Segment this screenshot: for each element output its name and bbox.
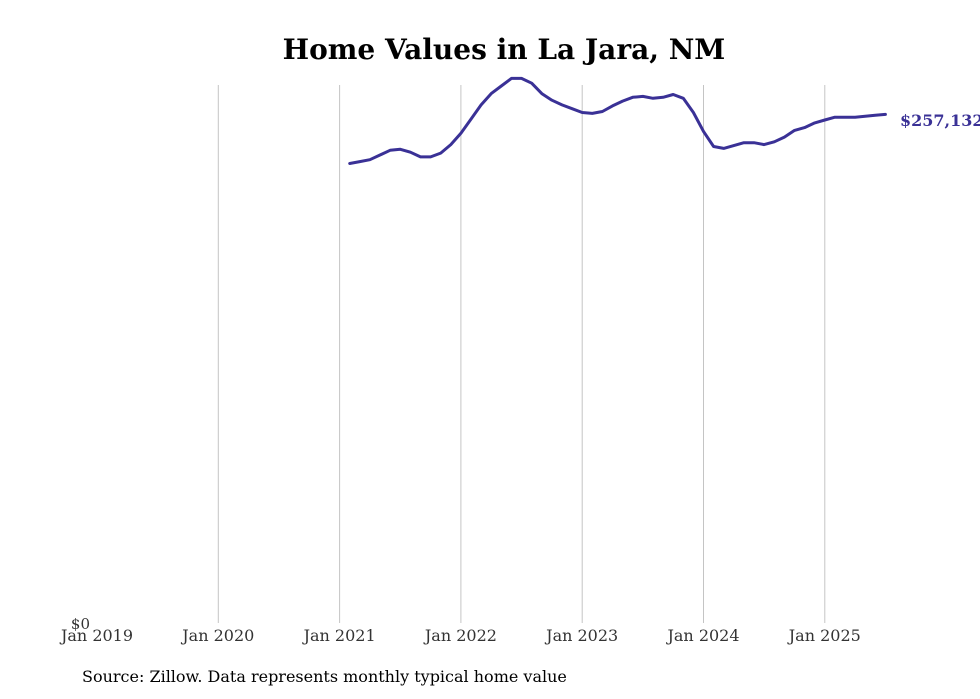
x-tick-label: Jan 2022: [423, 626, 497, 645]
source-note: Source: Zillow. Data represents monthly …: [82, 667, 567, 686]
x-tick-label: Jan 2020: [180, 626, 254, 645]
x-tick-label: Jan 2024: [665, 626, 739, 645]
x-tick-label: Jan 2021: [302, 626, 376, 645]
y-tick-label: $0: [71, 615, 90, 633]
end-value-label: $257,132: [900, 111, 980, 130]
x-axis-tick-labels: Jan 2019 Jan 2020 Jan 2021 Jan 2022 Jan 2023…: [59, 626, 861, 645]
x-tick-label: Jan 2025: [787, 626, 861, 645]
series-line-home-value: [348, 76, 887, 165]
x-tick-label: Jan 2019: [59, 626, 133, 645]
x-tick-label: Jan 2023: [544, 626, 618, 645]
vertical-gridlines: [217, 85, 826, 623]
y-axis-tick-labels: $0: [71, 615, 90, 633]
chart-title: Home Values in La Jara, NM: [283, 33, 726, 66]
